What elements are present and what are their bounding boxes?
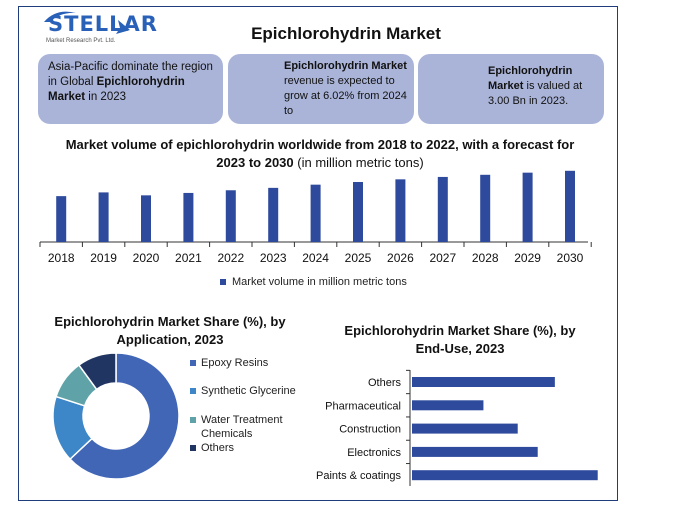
donut-slice-epoxy-resins (69, 352, 180, 480)
stellar-logo (44, 11, 130, 34)
legend-swatch (220, 279, 226, 286)
region-card-line1: Asia-Pacific dominate the region in Glob… (48, 61, 213, 88)
x-tick-label: 2026 (387, 251, 414, 265)
x-tick-label: 2030 (557, 251, 584, 265)
x-tick-label: 2022 (217, 251, 244, 265)
pie-legend-swatch (190, 417, 196, 423)
bar-2019 (98, 192, 109, 242)
donut-slice-others (77, 352, 117, 391)
x-tick-label: 2024 (302, 251, 329, 265)
x-tick-label: 2020 (133, 251, 160, 265)
donut-chart (52, 352, 180, 480)
bar-2025 (353, 182, 363, 242)
bar-2030 (565, 170, 575, 242)
column-chart-title-bold: Market volume of epichlorohydrin worldwi… (65, 137, 575, 170)
pie-legend-swatch (190, 388, 196, 394)
hbar-category-label: Electronics (347, 447, 401, 459)
bar-2027 (437, 176, 448, 242)
x-tick-label: 2029 (514, 251, 541, 265)
horizontal-bar-chart: Others Pharmaceutical Construction Electron… (316, 369, 598, 486)
growth-card: Epichlorohydrin Market revenue is expect… (228, 54, 414, 124)
region-card-bold: Epichlorohydrin Market (48, 76, 185, 103)
hbar-paints-coatings (412, 470, 598, 481)
logo-swoosh-left (44, 11, 76, 22)
hbar-pharmaceutical (412, 400, 484, 411)
legend-label: Market volume in million metric tons (232, 276, 407, 288)
pie-legend-item-water: Water Treatment Chemicals (190, 413, 300, 441)
brand-name: STELLAR (48, 12, 158, 36)
x-tick-label: 2027 (429, 251, 456, 265)
bar-2023 (268, 187, 279, 242)
x-tick-label: 2021 (175, 251, 202, 265)
value-card: Epichlorohydrin Market is valued at 3.00… (418, 54, 604, 124)
bar-2029 (522, 172, 533, 242)
x-tick-label: 2023 (260, 251, 287, 265)
column-chart: 2018 2019 2020 2021 2022 2023 2024 2025 2026 2027… (39, 170, 592, 265)
pie-legend-label: Epoxy Resins (201, 357, 269, 369)
hbar-category-label: Construction (339, 424, 401, 436)
bar-2018 (56, 196, 67, 242)
bar-2020 (141, 195, 151, 242)
growth-card-text: revenue is expected to grow at 6.02% fro… (284, 75, 407, 117)
pie-legend-item-epoxy: Epoxy Resins (190, 356, 300, 370)
bar-2021 (183, 192, 194, 242)
bar-2026 (395, 179, 406, 242)
bar-2022 (225, 190, 236, 242)
pie-legend-label: Others (201, 442, 235, 454)
hbar-category-label: Pharmaceutical (325, 400, 401, 412)
value-card-bold: Epichlorohydrin Market (488, 65, 573, 92)
brand-subtitle: Market Research Pvt. Ltd. (46, 38, 116, 44)
pie-legend-swatch (190, 360, 196, 366)
hbar-construction (412, 423, 518, 434)
growth-card-bold: Epichlorohydrin Market (284, 60, 407, 72)
bar-2024 (310, 184, 321, 242)
hbar-category-label: Others (368, 377, 402, 389)
column-chart-title: Market volume of epichlorohydrin worldwi… (60, 136, 580, 172)
pie-legend-item-others: Others (190, 441, 300, 455)
region-card-line2: in 2023 (88, 91, 127, 103)
hbar-category-label: Paints & coatings (316, 470, 401, 482)
page-title: Epichlorohydrin Market (251, 24, 441, 43)
value-card-text: is valued at 3.00 Bn in 2023. (488, 80, 583, 107)
x-tick-label: 2025 (345, 251, 372, 265)
region-card: Asia-Pacific dominate the region in Glob… (38, 54, 223, 124)
hbar-electronics (412, 446, 538, 457)
pie-legend-label: Synthetic Glycerine (201, 385, 296, 397)
donut-chart-title: Epichlorohydrin Market Share (%), by App… (54, 314, 286, 347)
x-tick-label: 2018 (48, 251, 75, 265)
hbar-chart-title: Epichlorohydrin Market Share (%), by End… (344, 323, 576, 356)
x-tick-label: 2028 (472, 251, 499, 265)
hbar-others (412, 377, 555, 387)
logo-arrow (116, 20, 130, 34)
x-tick-label: 2019 (90, 251, 117, 265)
column-chart-title-unit: (in million metric tons) (297, 155, 424, 170)
pie-legend-swatch (190, 445, 196, 451)
pie-legend-item-glycerine: Synthetic Glycerine (190, 384, 300, 398)
bar-2028 (480, 174, 491, 242)
column-chart-legend: Market volume in million metric tons (220, 276, 407, 288)
pie-legend-label: Water Treatment Chemicals (201, 414, 283, 440)
